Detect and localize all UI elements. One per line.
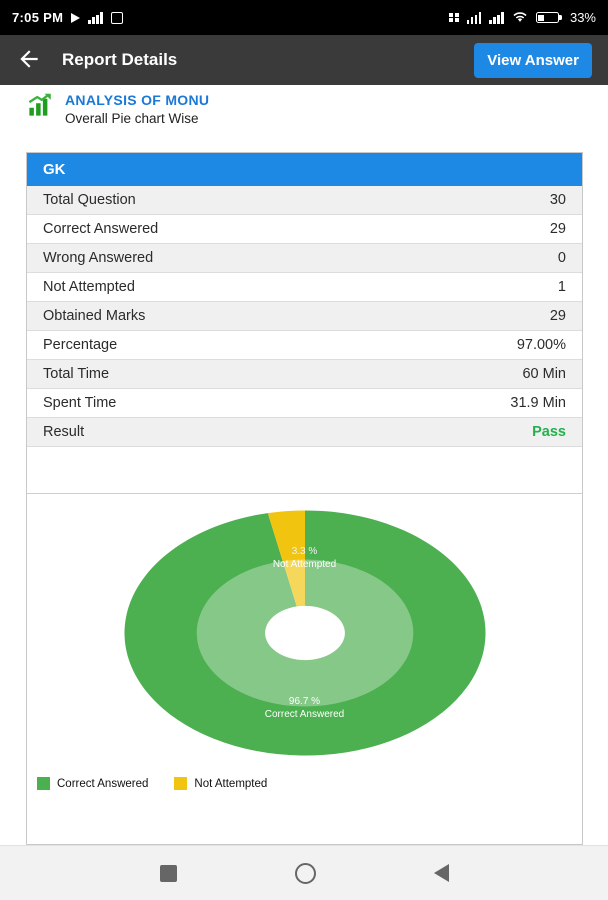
correct-answered-percent-label: 96.7 %	[288, 696, 321, 707]
correct-answered-name-label: Correct Answered	[264, 709, 345, 720]
row-label: Total Time	[43, 366, 110, 382]
table-row: Correct Answered 29	[27, 215, 582, 244]
table-row: Spent Time 31.9 Min	[27, 389, 582, 418]
pie-chart	[123, 510, 485, 756]
not-attempted-percent-label: 3.3 %	[291, 546, 318, 557]
legend-label: Correct Answered	[57, 777, 149, 790]
row-label: Not Attempted	[43, 279, 135, 295]
legend-swatch-yellow	[174, 777, 188, 790]
view-answer-button[interactable]: View Answer	[474, 42, 592, 78]
back-arrow-icon	[16, 46, 42, 75]
table-row: Obtained Marks 29	[27, 302, 582, 331]
battery-percent: 33%	[569, 10, 596, 25]
row-label: Result	[43, 424, 85, 440]
row-label: Correct Answered	[43, 221, 159, 237]
report-card: GK Total Question 30 Correct Answered 29…	[26, 152, 583, 845]
chart-legend: Correct Answered Not Attempted	[37, 777, 267, 790]
recents-icon	[159, 864, 177, 882]
not-attempted-name-label: Not Attempted	[272, 559, 337, 570]
home-button[interactable]	[294, 862, 316, 884]
battery-icon	[535, 12, 563, 23]
legend-swatch-green	[37, 777, 50, 790]
row-value: 29	[549, 308, 566, 324]
back-nav-button[interactable]	[433, 864, 449, 882]
row-value: 60 Min	[522, 366, 566, 382]
status-bar: 7:05 PM 33%	[0, 0, 608, 35]
sim1-signal-icon	[466, 11, 482, 24]
row-value: 1	[557, 279, 566, 295]
android-nav-bar	[0, 845, 608, 900]
analysis-chart-icon	[26, 92, 53, 124]
table-row: Total Question 30	[27, 186, 582, 215]
legend-item-correct-answered[interactable]: Correct Answered	[37, 777, 148, 790]
home-icon	[294, 862, 316, 884]
page-title: Report Details	[62, 50, 178, 69]
pie-chart-section: 3.3 % Not Attempted 96.7 % Correct Answe…	[27, 494, 582, 844]
grid-icon	[449, 12, 459, 23]
sim2-signal-icon	[489, 11, 504, 24]
play-icon	[71, 12, 81, 23]
row-value: 29	[549, 221, 566, 237]
table-row: Total Time 60 Min	[27, 360, 582, 389]
legend-label: Not Attempted	[194, 777, 268, 790]
legend-item-not-attempted[interactable]: Not Attempted	[174, 777, 267, 790]
card-spacer	[27, 447, 582, 493]
table-row: Percentage 97.00%	[27, 331, 582, 360]
wifi-icon	[512, 10, 528, 26]
result-value: Pass	[532, 424, 566, 440]
table-row: Wrong Answered 0	[27, 244, 582, 273]
analysis-subtitle: Overall Pie chart Wise	[65, 111, 199, 126]
recents-button[interactable]	[159, 864, 177, 882]
row-label: Obtained Marks	[43, 308, 146, 324]
row-label: Wrong Answered	[43, 250, 154, 266]
row-value: 30	[549, 192, 566, 208]
back-button[interactable]	[16, 46, 42, 75]
card-divider	[27, 493, 582, 494]
row-label: Spent Time	[43, 395, 117, 411]
row-value: 31.9 Min	[510, 395, 566, 411]
table-row: Result Pass	[27, 418, 582, 447]
app-bar: Report Details View Answer	[0, 35, 608, 85]
clock: 7:05 PM	[12, 10, 64, 25]
analysis-header: ANALYSIS OF MONU Overall Pie chart Wise	[26, 92, 209, 126]
row-value: 0	[557, 250, 566, 266]
row-value: 97.00%	[516, 337, 566, 353]
row-label: Percentage	[43, 337, 118, 353]
pie-donut-hole	[264, 605, 345, 661]
row-label: Total Question	[43, 192, 136, 208]
subject-header: GK	[27, 153, 582, 186]
report-table: Total Question 30 Correct Answered 29 Wr…	[27, 186, 582, 447]
back-triangle-icon	[433, 864, 449, 882]
analysis-title: ANALYSIS OF MONU	[65, 92, 210, 108]
stats-icon	[88, 11, 103, 24]
screen-record-icon	[110, 11, 123, 24]
pie-slice-not-attempted	[267, 510, 305, 633]
table-row: Not Attempted 1	[27, 273, 582, 302]
